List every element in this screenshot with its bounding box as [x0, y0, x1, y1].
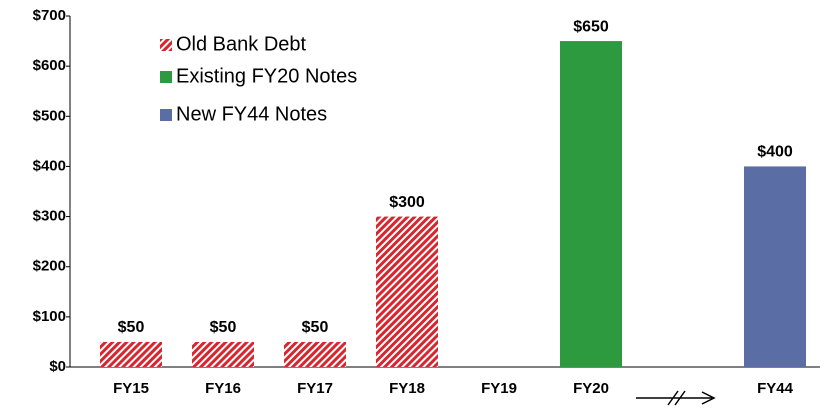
legend-label: Old Bank Debt — [176, 33, 307, 55]
bar — [744, 166, 806, 367]
x-tick-label: FY17 — [297, 380, 333, 397]
y-tick-label: $0 — [49, 358, 66, 375]
y-tick-label: $100 — [33, 308, 66, 325]
x-tick-label: FY16 — [205, 380, 241, 397]
x-tick-label: FY20 — [573, 380, 609, 397]
bar — [192, 341, 254, 367]
axis-break — [636, 390, 716, 406]
bar — [284, 341, 346, 367]
data-label: $650 — [573, 18, 609, 35]
data-label: $300 — [389, 194, 425, 211]
data-label: $50 — [210, 319, 237, 336]
y-tick-label: $400 — [33, 157, 66, 174]
data-label: $50 — [302, 319, 329, 336]
y-tick-label: $200 — [33, 258, 66, 275]
legend-swatch — [160, 39, 172, 51]
x-tick-label: FY15 — [113, 380, 149, 397]
legend-swatch — [160, 71, 172, 83]
bar — [560, 41, 622, 367]
legend-label: New FY44 Notes — [176, 103, 327, 125]
y-tick-label: $300 — [33, 208, 66, 225]
legend-label: Existing FY20 Notes — [176, 65, 357, 87]
x-tick-label: FY44 — [757, 380, 794, 397]
x-tick-label: FY18 — [389, 380, 425, 397]
y-tick-label: $700 — [33, 7, 66, 24]
bar — [376, 216, 438, 367]
bar — [100, 341, 162, 367]
y-tick-label: $600 — [33, 57, 66, 74]
y-tick-label: $500 — [33, 107, 66, 124]
data-label: $50 — [118, 319, 145, 336]
legend-swatch — [160, 109, 172, 121]
data-label: $400 — [757, 144, 793, 161]
x-tick-label: FY19 — [481, 380, 517, 397]
